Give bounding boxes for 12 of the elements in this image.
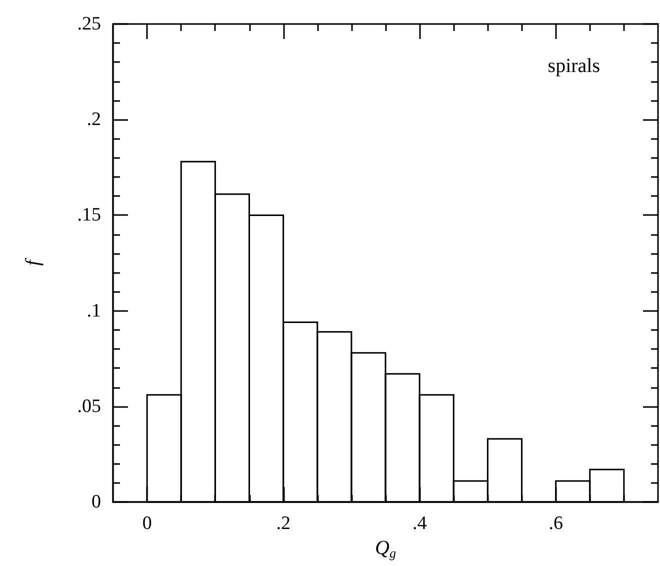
x-tick-label: .6 [548,513,563,534]
x-tick-label: .2 [276,513,290,534]
x-tick-label: .4 [412,513,428,534]
y-tick-label: .05 [77,396,101,417]
y-tick-label: .2 [86,109,101,130]
x-tick-label: 0 [142,513,152,534]
y-tick-label: 0 [92,492,101,512]
y-axis-title: f [22,258,44,266]
y-tick-label: .15 [77,204,101,226]
y-tick-label: .1 [86,300,101,322]
y-tick-label: .25 [77,14,101,34]
annotation: spirals [548,55,600,77]
